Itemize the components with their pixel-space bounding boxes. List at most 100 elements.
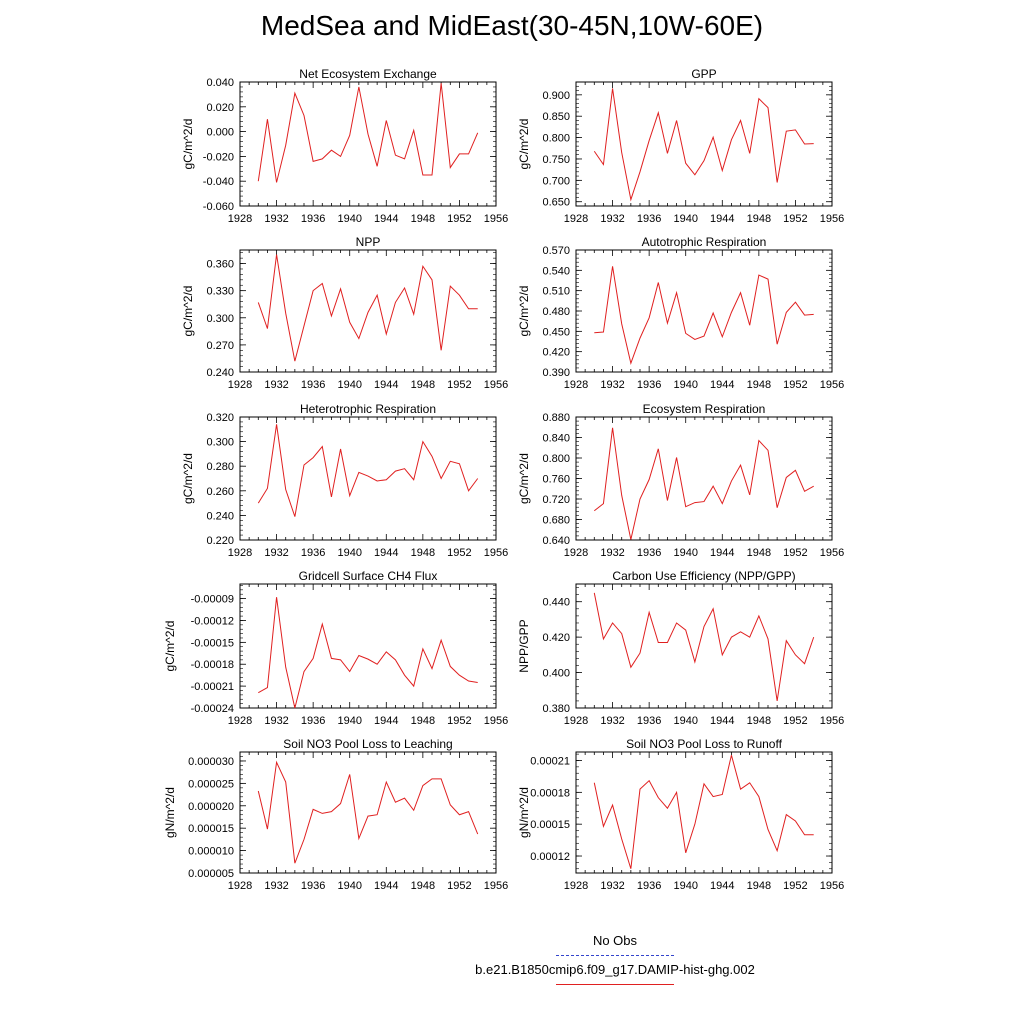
data-point — [639, 652, 640, 653]
data-point — [285, 145, 286, 146]
data-point — [294, 863, 295, 864]
data-point — [795, 129, 796, 130]
y-tick-label: 0.020 — [206, 102, 234, 114]
x-tick-label: 1956 — [820, 715, 844, 727]
data-point — [267, 119, 268, 120]
y-axis-label: gN/m^2/d — [163, 787, 177, 838]
x-tick-label: 1952 — [447, 715, 471, 727]
data-point — [722, 336, 723, 337]
data-point — [612, 427, 613, 428]
data-point — [749, 782, 750, 783]
y-tick-label: 0.300 — [206, 313, 234, 325]
data-point — [459, 295, 460, 296]
y-tick-label: 0.270 — [206, 340, 234, 352]
data-point — [740, 120, 741, 121]
y-tick-label: 0.360 — [206, 259, 234, 271]
data-point — [813, 314, 814, 315]
data-point — [649, 140, 650, 141]
data-point — [594, 782, 595, 783]
data-point — [267, 328, 268, 329]
data-point — [813, 637, 814, 638]
data-point — [303, 464, 304, 465]
data-point — [349, 322, 350, 323]
data-point — [386, 781, 387, 782]
y-tick-label: 0.330 — [206, 286, 234, 298]
data-point — [358, 338, 359, 339]
x-tick-label: 1956 — [820, 547, 844, 559]
panel-title: Autotrophic Respiration — [642, 235, 767, 249]
data-point — [777, 507, 778, 508]
x-tick-label: 1956 — [820, 880, 844, 892]
data-point — [468, 490, 469, 491]
data-point — [658, 797, 659, 798]
x-tick-label: 1940 — [673, 379, 697, 391]
x-tick-label: 1956 — [820, 213, 844, 225]
series-line — [258, 597, 478, 709]
data-point — [358, 86, 359, 87]
y-tick-label: 0.240 — [206, 510, 234, 522]
data-point — [377, 814, 378, 815]
data-point — [331, 315, 332, 316]
data-point — [441, 478, 442, 479]
x-tick-label: 1940 — [337, 547, 361, 559]
data-point — [377, 664, 378, 665]
data-point — [713, 137, 714, 138]
series-line — [593, 755, 814, 869]
data-point — [267, 828, 268, 829]
data-point — [804, 663, 805, 664]
data-point — [276, 424, 277, 425]
data-point — [758, 615, 759, 616]
data-point — [749, 637, 750, 638]
data-point — [603, 331, 604, 332]
data-point — [422, 785, 423, 786]
panel-title: Heterotrophic Respiration — [300, 402, 436, 416]
y-tick-label: -0.00015 — [191, 637, 234, 649]
panel-title: NPP — [356, 235, 381, 249]
x-tick-label: 1932 — [264, 547, 288, 559]
data-point — [395, 471, 396, 472]
data-point — [468, 811, 469, 812]
x-tick-label: 1928 — [564, 880, 588, 892]
data-point — [285, 781, 286, 782]
series-line — [257, 760, 479, 864]
x-tick-label: 1948 — [411, 880, 435, 892]
data-point — [713, 608, 714, 609]
data-point — [377, 295, 378, 296]
data-point — [303, 115, 304, 116]
data-point — [694, 339, 695, 340]
data-point — [303, 325, 304, 326]
data-point — [450, 804, 451, 805]
data-point — [367, 475, 368, 476]
data-point — [649, 479, 650, 480]
y-tick-label: 0.900 — [542, 90, 570, 102]
x-tick-label: 1932 — [600, 547, 624, 559]
data-point — [413, 314, 414, 315]
data-point — [267, 687, 268, 688]
y-tick-label: 0.480 — [542, 306, 570, 318]
data-point — [322, 283, 323, 284]
data-point — [603, 638, 604, 639]
data-point — [450, 666, 451, 667]
data-point — [459, 463, 460, 464]
y-tick-label: 0.000020 — [188, 801, 234, 813]
x-tick-label: 1952 — [783, 379, 807, 391]
data-point — [649, 780, 650, 781]
data-point — [804, 143, 805, 144]
data-point — [276, 762, 277, 763]
x-tick-label: 1936 — [637, 715, 661, 727]
data-point — [749, 494, 750, 495]
data-point — [276, 597, 277, 598]
data-point — [468, 308, 469, 309]
data-point — [731, 755, 732, 756]
x-tick-label: 1952 — [447, 547, 471, 559]
data-point — [649, 612, 650, 613]
plot-frame — [575, 249, 833, 373]
data-point — [813, 834, 814, 835]
y-tick-label: 0.700 — [542, 175, 570, 187]
data-point — [795, 654, 796, 655]
y-tick-label: -0.00009 — [191, 594, 234, 606]
y-axis-label: gC/m^2/d — [181, 286, 195, 337]
data-point — [777, 700, 778, 701]
data-point — [331, 496, 332, 497]
x-tick-label: 1932 — [264, 715, 288, 727]
